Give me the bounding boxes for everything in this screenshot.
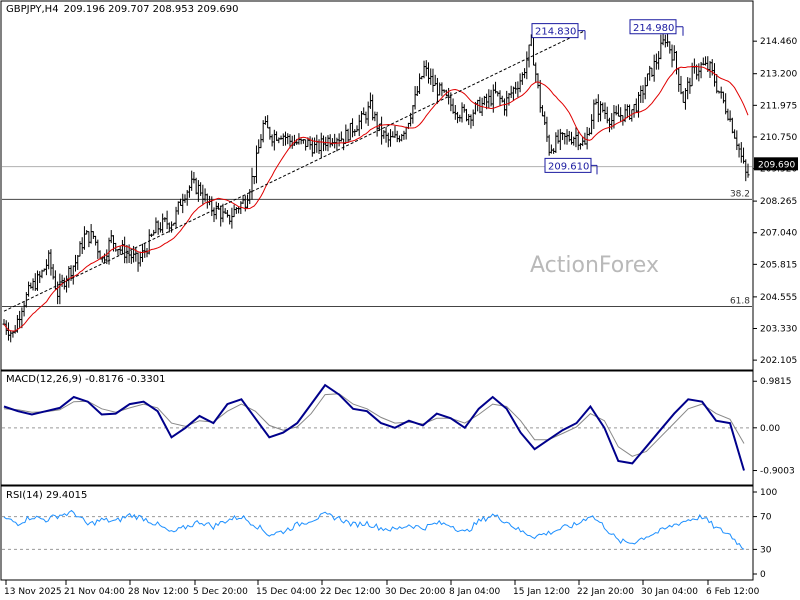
price-tick-label: 208.265 [760, 197, 797, 207]
price-panel[interactable]: ActionForex 38.2 61.8 214.830 214.980 209.6… [0, 0, 798, 371]
macd-axis: 0.9815 0.00 -0.9003 [753, 377, 795, 477]
price-callout-label: 209.610 [548, 161, 589, 172]
price-callout-label: 214.830 [535, 27, 576, 38]
time-tick-label: 28 Nov 12:00 [128, 587, 189, 597]
time-tick-label: 5 Dec 20:00 [193, 587, 248, 597]
price-tick-label: 204.555 [760, 293, 797, 303]
rsi-axis: 100 70 30 0 [753, 488, 777, 580]
rsi-tick-label: 0 [760, 570, 766, 580]
rsi-tick-label: 100 [760, 488, 777, 498]
macd-tick-label: 0.9815 [760, 377, 792, 387]
time-tick-label: 22 Jan 20:00 [577, 587, 634, 597]
price-tick-label: 205.815 [760, 260, 797, 270]
time-tick-label: 6 Feb 12:00 [706, 587, 760, 597]
time-tick-label: 15 Jan 12:00 [513, 587, 570, 597]
price-tick-label: 213.200 [760, 70, 797, 80]
time-tick-label: 21 Nov 04:00 [64, 587, 125, 597]
price-tick-label: 211.975 [760, 101, 797, 111]
time-tick-label: 22 Dec 12:00 [320, 587, 381, 597]
trendline [3, 31, 584, 312]
macd-signal-line [3, 393, 745, 457]
time-tick-label: 15 Dec 04:00 [256, 587, 317, 597]
rsi-tick-label: 70 [760, 513, 772, 523]
price-axis: 214.460213.200211.975210.750209.520208.2… [753, 37, 798, 366]
watermark: ActionForex [530, 253, 659, 278]
time-tick-label: 13 Nov 2025 [4, 587, 62, 597]
macd-panel[interactable]: MACD(12,26,9) -0.8176 -0.3301 0.9815 0.00… [0, 370, 795, 486]
price-callout-label: 214.980 [633, 23, 674, 34]
price-panel-title: GBPJPY,H4 209.196 209.707 208.953 209.690 [6, 4, 239, 15]
price-tick-label: 202.105 [760, 356, 797, 366]
macd-tick-label: -0.9003 [760, 467, 795, 477]
rsi-panel[interactable]: RSI(14) 29.4015 100 70 30 0 [0, 485, 777, 581]
time-tick-label: 30 Dec 20:00 [385, 587, 446, 597]
current-price-label: 209.690 [758, 160, 795, 170]
price-tick-label: 203.330 [760, 325, 797, 335]
macd-title: MACD(12,26,9) -0.8176 -0.3301 [6, 374, 166, 385]
macd-tick-label: 0.00 [760, 424, 780, 434]
rsi-line [3, 509, 745, 550]
current-price-tag [754, 157, 798, 171]
fib-level-label: 61.8 [730, 297, 750, 307]
price-tick-label: 207.040 [760, 229, 797, 239]
rsi-tick-label: 30 [760, 545, 772, 555]
price-tick-label: 214.460 [760, 37, 797, 47]
time-tick-label: 30 Jan 04:00 [641, 587, 698, 597]
fib-level-label: 38.2 [730, 189, 750, 199]
moving-average-line [3, 65, 749, 332]
price-tick-label: 210.750 [760, 133, 797, 143]
rsi-title: RSI(14) 29.4015 [6, 490, 87, 501]
candle-series [2, 28, 750, 343]
macd-main-line [3, 383, 745, 471]
time-tick-label: 8 Jan 04:00 [449, 587, 501, 597]
time-axis: 13 Nov 2025 21 Nov 04:00 28 Nov 12:00 5 Dec… [4, 580, 760, 597]
